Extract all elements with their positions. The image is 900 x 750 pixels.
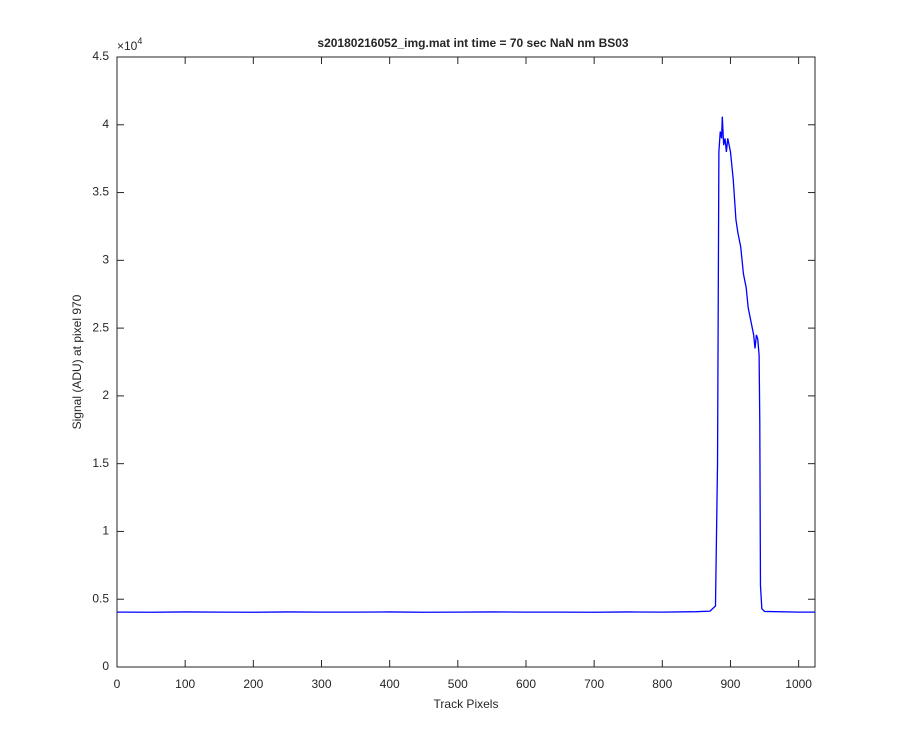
y-multiplier-exponent: 4 xyxy=(137,36,142,46)
x-tick-label: 300 xyxy=(311,677,331,691)
chart-title: s20180216052_img.mat int time = 70 sec N… xyxy=(317,36,629,50)
x-axis-label: Track Pixels xyxy=(434,697,499,711)
x-tick-label: 400 xyxy=(380,677,400,691)
x-tick-label: 900 xyxy=(720,677,740,691)
plot-area xyxy=(116,56,816,668)
x-tick-label: 1000 xyxy=(785,677,812,691)
y-tick-label: 1.5 xyxy=(92,456,109,470)
y-tick-label: 4.5 xyxy=(92,49,109,63)
x-tick-label: 500 xyxy=(448,677,468,691)
y-tick-label: 3 xyxy=(102,253,109,267)
y-multiplier: ×104 xyxy=(117,36,142,53)
y-tick-label: 3.5 xyxy=(92,185,109,199)
y-tick-label: 2 xyxy=(102,388,109,402)
x-tick-label: 200 xyxy=(243,677,263,691)
y-tick-label: 0.5 xyxy=(92,591,109,605)
y-axis-label: Signal (ADU) at pixel 970 xyxy=(70,294,84,429)
y-tick-label: 2.5 xyxy=(92,320,109,334)
y-multiplier-base: ×10 xyxy=(117,39,138,53)
x-tick-label: 100 xyxy=(175,677,195,691)
x-tick-label: 800 xyxy=(652,677,672,691)
x-tick-label: 0 xyxy=(114,677,121,691)
y-tick-label: 1 xyxy=(102,524,109,538)
data-line xyxy=(116,116,815,613)
y-tick-label: 0 xyxy=(102,659,109,673)
x-tick-label: 700 xyxy=(584,677,604,691)
x-tick-label: 600 xyxy=(516,677,536,691)
y-tick-label: 4 xyxy=(102,117,109,131)
